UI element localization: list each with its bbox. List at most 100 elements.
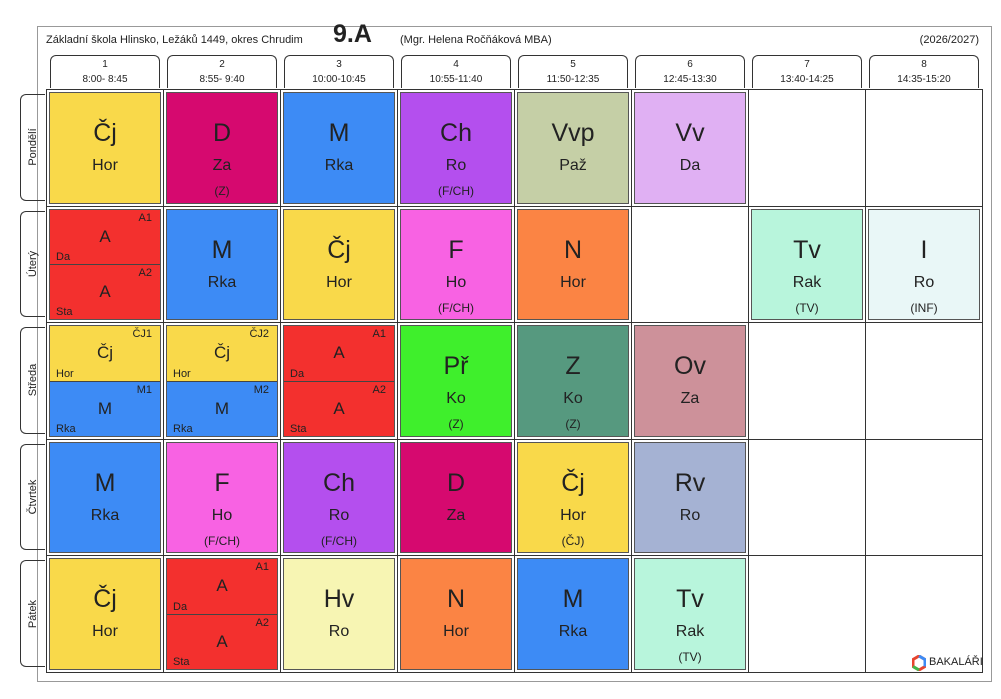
lesson-group: A2 A Sta bbox=[167, 614, 277, 669]
lesson: M Rka bbox=[283, 92, 395, 204]
period-number: 5 bbox=[570, 59, 576, 70]
lesson: F Ho (F/CH) bbox=[400, 208, 512, 321]
grid-line bbox=[865, 89, 866, 672]
subject: Vv bbox=[675, 119, 705, 147]
grid-line bbox=[163, 89, 164, 672]
subject: A bbox=[333, 343, 345, 363]
day-tab: Středa bbox=[20, 327, 45, 434]
group-label: M2 bbox=[253, 383, 269, 396]
teacher: Ro bbox=[913, 273, 935, 291]
lesson: M Rka bbox=[517, 558, 629, 670]
subject: M bbox=[94, 468, 116, 497]
logo-icon bbox=[912, 655, 926, 671]
room: (INF) bbox=[910, 300, 938, 315]
grid-line bbox=[46, 438, 982, 440]
lesson: Vvp Paž bbox=[517, 92, 629, 204]
teacher: Sta bbox=[56, 306, 73, 319]
teacher: Rak bbox=[675, 623, 705, 641]
lesson: M Rka bbox=[166, 208, 278, 321]
teacher: Rka bbox=[558, 623, 588, 641]
lesson: Čj Hor (ČJ) bbox=[517, 441, 629, 554]
subject: D bbox=[446, 468, 466, 497]
period-time: 11:50-12:35 bbox=[546, 74, 600, 85]
subject: F bbox=[448, 235, 464, 264]
lesson-group: A2 A Sta bbox=[50, 264, 160, 320]
frame bbox=[37, 26, 992, 682]
grid-line bbox=[46, 555, 982, 557]
day-name: Úterý bbox=[27, 250, 39, 278]
period-number: 3 bbox=[336, 59, 342, 70]
teacher: Hor bbox=[92, 623, 118, 641]
teacher: Sta bbox=[173, 655, 190, 668]
period-number: 2 bbox=[219, 59, 225, 70]
day-tab: Pátek bbox=[20, 560, 45, 667]
subject: Tv bbox=[676, 585, 704, 614]
teacher: Da bbox=[56, 251, 71, 264]
subject: Rv bbox=[674, 468, 706, 497]
room: (TV) bbox=[795, 300, 819, 315]
teacher: Hor bbox=[443, 623, 469, 641]
subject: Ch bbox=[323, 468, 355, 497]
teacher: Hor bbox=[173, 367, 191, 380]
grid-line bbox=[397, 89, 398, 672]
period-header: 3 10:00-10:45 bbox=[284, 55, 394, 88]
room: (Z) bbox=[448, 417, 464, 432]
teacher: Za bbox=[446, 506, 466, 524]
subject: Z bbox=[565, 352, 581, 381]
teacher: Hor bbox=[92, 157, 118, 174]
lesson-group: M1 M Rka bbox=[50, 380, 160, 436]
room: (Z) bbox=[565, 417, 581, 432]
group-label: A2 bbox=[255, 617, 269, 630]
room: (TV) bbox=[678, 650, 702, 665]
lesson: Čj Hor bbox=[49, 92, 161, 204]
teacher: Da bbox=[173, 601, 188, 614]
subject: Čj bbox=[327, 235, 351, 264]
logo: BAKALÁŘI bbox=[912, 654, 983, 672]
lesson-group: ČJ1 Čj Hor bbox=[50, 326, 160, 381]
day-tab: Pondělí bbox=[20, 94, 45, 201]
group-label: ČJ2 bbox=[249, 328, 269, 341]
day-name: Pondělí bbox=[27, 128, 39, 166]
teacher: Ho bbox=[445, 273, 467, 291]
day-tab: Úterý bbox=[20, 210, 45, 318]
grid-line bbox=[514, 89, 515, 672]
group-label: A2 bbox=[372, 383, 386, 396]
grid-line bbox=[46, 205, 982, 207]
subject: Ov bbox=[674, 352, 706, 381]
group-label: M1 bbox=[136, 383, 152, 396]
subject: Tv bbox=[793, 235, 821, 264]
lesson: A1 A Da A2 A Sta bbox=[49, 208, 161, 321]
teacher: Rka bbox=[173, 422, 193, 435]
lesson: Ov Za bbox=[634, 325, 746, 437]
lesson: Tv Rak (TV) bbox=[634, 558, 746, 670]
teacher: Hor bbox=[560, 273, 586, 291]
lesson-group: M2 M Rka bbox=[167, 380, 277, 436]
period-time: 14:35-15:20 bbox=[897, 74, 951, 85]
subject: M bbox=[214, 398, 230, 418]
school: Základní škola Hlinsko, Ležáků 1449, okr… bbox=[46, 34, 303, 46]
lesson: N Hor bbox=[517, 208, 629, 321]
room: (F/CH) bbox=[321, 533, 357, 548]
subject: Čj bbox=[93, 119, 117, 147]
lesson-group: A1 A Da bbox=[50, 209, 160, 265]
lesson: ČJ2 Čj Hor M2 M Rka bbox=[166, 325, 278, 437]
period-header: 2 8:55- 9:40 bbox=[167, 55, 277, 88]
teacher: Ko bbox=[563, 390, 583, 408]
day-name: Středa bbox=[27, 364, 39, 397]
room: (F/CH) bbox=[438, 300, 474, 315]
lesson: Tv Rak (TV) bbox=[751, 208, 863, 321]
lesson: ČJ1 Čj Hor M1 M Rka bbox=[49, 325, 161, 437]
period-number: 1 bbox=[102, 59, 108, 70]
subject: M bbox=[211, 235, 233, 264]
teacher: Ro bbox=[445, 157, 467, 174]
period-number: 8 bbox=[921, 59, 927, 70]
period-time: 10:55-11:40 bbox=[429, 74, 483, 85]
subject: Čj bbox=[213, 343, 231, 363]
teacher: Za bbox=[212, 157, 232, 174]
day-tab: Čtvrtek bbox=[20, 443, 45, 551]
subject: Čj bbox=[93, 585, 117, 614]
grid-line bbox=[280, 89, 281, 672]
